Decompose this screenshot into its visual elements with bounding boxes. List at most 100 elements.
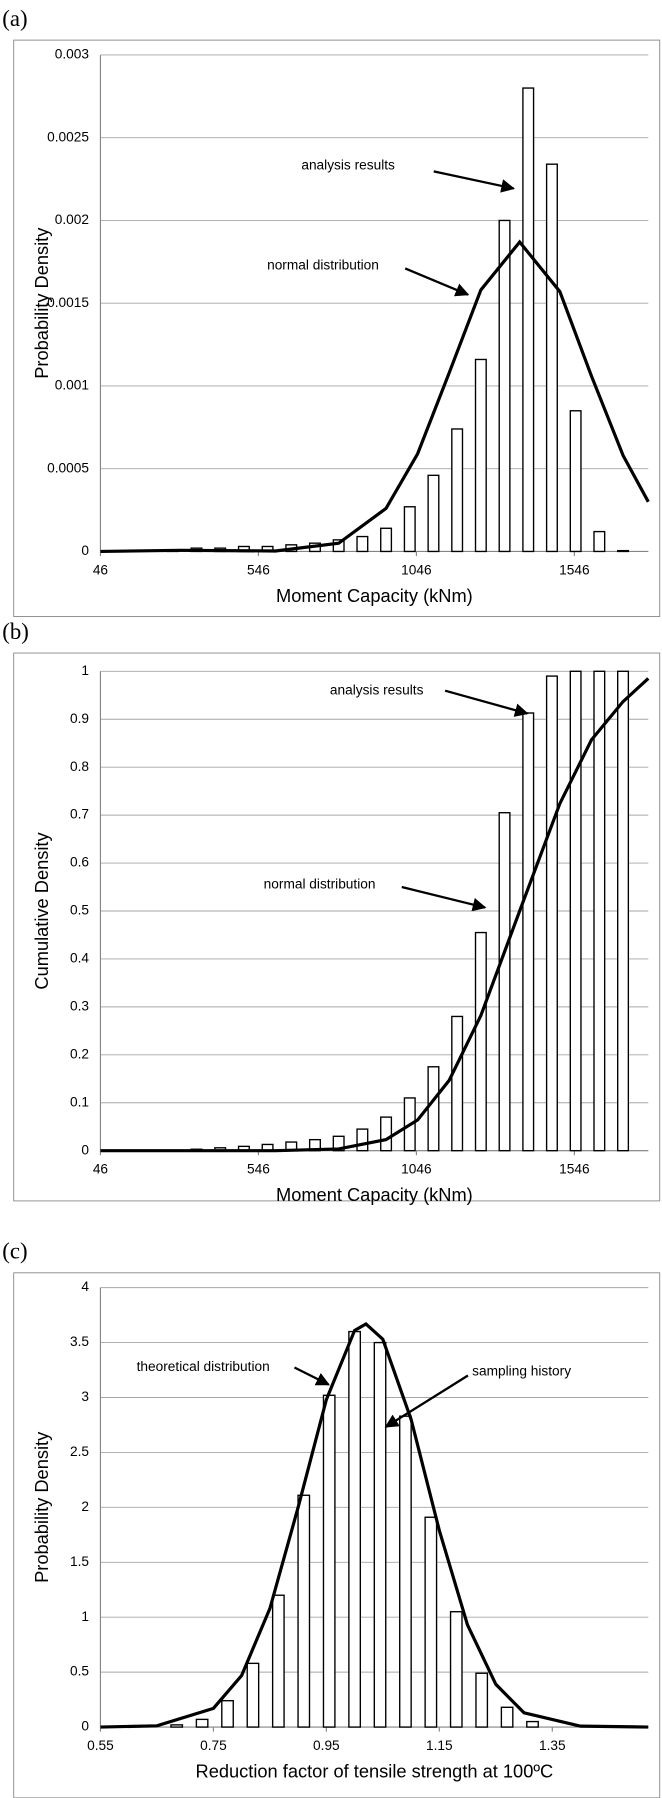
bar	[593, 670, 606, 1152]
y-tick-label: 0	[81, 543, 89, 558]
x-tick-label: 546	[247, 1162, 270, 1177]
x-axis-title: Reduction factor of tensile strength at …	[196, 1761, 554, 1782]
y-tick-label: 2	[81, 1499, 89, 1514]
bar	[522, 712, 535, 1152]
distribution-curve	[100, 677, 650, 1153]
x-tick-label: 46	[93, 562, 109, 577]
y-tick-label: 0.5	[70, 1664, 89, 1679]
y-tick-label: 0.9	[70, 711, 89, 726]
bar	[399, 1415, 412, 1728]
x-tick-label: 1546	[559, 562, 590, 577]
y-tick-label: 0.8	[70, 759, 89, 774]
bar	[526, 1720, 539, 1728]
x-axis-title: Moment Capacity (kNm)	[276, 585, 473, 606]
bar	[474, 358, 487, 553]
bar	[373, 1341, 387, 1728]
x-tick-label: 46	[93, 1162, 109, 1177]
y-tick-label: 0.7	[70, 807, 89, 822]
bar	[617, 670, 630, 1152]
y-tick-label: 0	[81, 1719, 89, 1734]
bar	[221, 1700, 234, 1728]
x-tick-label: 1.15	[426, 1738, 453, 1753]
annotation-arrow	[444, 689, 529, 717]
bar	[424, 1516, 438, 1728]
y-axis-title: Cumulative Density	[31, 832, 52, 990]
x-axis-title: Moment Capacity (kNm)	[276, 1184, 473, 1205]
y-tick-label: 4	[81, 1279, 89, 1294]
annotation: analysis results	[330, 682, 424, 697]
panel-frame	[13, 1272, 661, 1798]
y-axis-title: Probability Density	[31, 1431, 52, 1583]
x-tick-label: 1046	[401, 562, 432, 577]
y-tick-label: 0.001	[55, 378, 89, 393]
bar	[170, 1724, 184, 1728]
bar	[498, 812, 511, 1152]
bar	[474, 931, 487, 1152]
bar	[297, 1494, 311, 1728]
bar	[246, 1662, 260, 1728]
y-tick-label: 0.003	[55, 47, 90, 62]
y-tick-label: 0.6	[70, 855, 89, 870]
x-tick-label: 546	[247, 562, 270, 577]
panel-label: (a)	[2, 6, 27, 31]
annotation: normal distribution	[267, 258, 379, 273]
y-tick-label: 1	[81, 663, 89, 678]
x-tick-label: 0.55	[87, 1738, 114, 1753]
annotation-arrow	[433, 170, 515, 193]
x-tick-label: 0.75	[200, 1738, 227, 1753]
annotation-arrow	[404, 267, 470, 297]
distribution-curve	[100, 1321, 649, 1729]
bar	[500, 1706, 514, 1728]
y-tick-label: 1	[81, 1609, 89, 1624]
annotation: analysis results	[301, 157, 395, 172]
x-tick-label: 1.35	[539, 1738, 566, 1753]
y-tick-label: 0.4	[70, 951, 89, 966]
y-axis-title: Probability Density	[31, 227, 52, 379]
annotation: theoretical distribution	[137, 1359, 270, 1374]
bar	[545, 163, 558, 553]
bar	[427, 474, 440, 553]
bar	[380, 527, 393, 553]
y-tick-label: 0.3	[70, 998, 89, 1013]
bar	[498, 219, 511, 553]
bar	[593, 530, 606, 553]
panel-frame	[13, 652, 661, 1202]
bar	[475, 1672, 489, 1728]
bar	[380, 1116, 393, 1152]
bar	[617, 549, 630, 553]
y-tick-label: 3.5	[70, 1334, 89, 1349]
bar	[451, 1015, 464, 1152]
bar	[356, 535, 369, 553]
annotation-arrow	[293, 1366, 330, 1386]
panel-label: (b)	[2, 619, 29, 644]
bar	[545, 675, 558, 1152]
y-tick-label: 0.5	[70, 903, 89, 918]
panel-frame	[13, 39, 661, 617]
bar	[332, 1135, 345, 1152]
y-tick-label: 0.1	[70, 1094, 89, 1109]
y-tick-label: 3	[81, 1389, 89, 1404]
y-tick-label: 0.2	[70, 1046, 89, 1061]
annotation: normal distribution	[264, 876, 376, 891]
bar	[322, 1394, 336, 1728]
y-tick-label: 1.5	[70, 1554, 89, 1569]
annotation: sampling history	[472, 1364, 571, 1379]
bar	[332, 539, 345, 553]
y-tick-label: 0.0025	[47, 129, 89, 144]
bar	[449, 1611, 463, 1728]
bar	[522, 87, 535, 553]
annotation-arrow	[401, 885, 487, 912]
distribution-curve	[100, 239, 650, 554]
bar	[348, 1330, 362, 1728]
bar	[569, 670, 582, 1152]
panel-label: (c)	[2, 1239, 27, 1264]
bar	[356, 1128, 369, 1152]
y-tick-label: 0.0005	[47, 460, 89, 475]
bar	[271, 1594, 285, 1728]
bar	[195, 1718, 209, 1728]
x-tick-label: 1046	[401, 1162, 432, 1177]
x-tick-label: 1546	[559, 1162, 590, 1177]
bar	[403, 506, 416, 553]
x-tick-label: 0.95	[313, 1738, 340, 1753]
